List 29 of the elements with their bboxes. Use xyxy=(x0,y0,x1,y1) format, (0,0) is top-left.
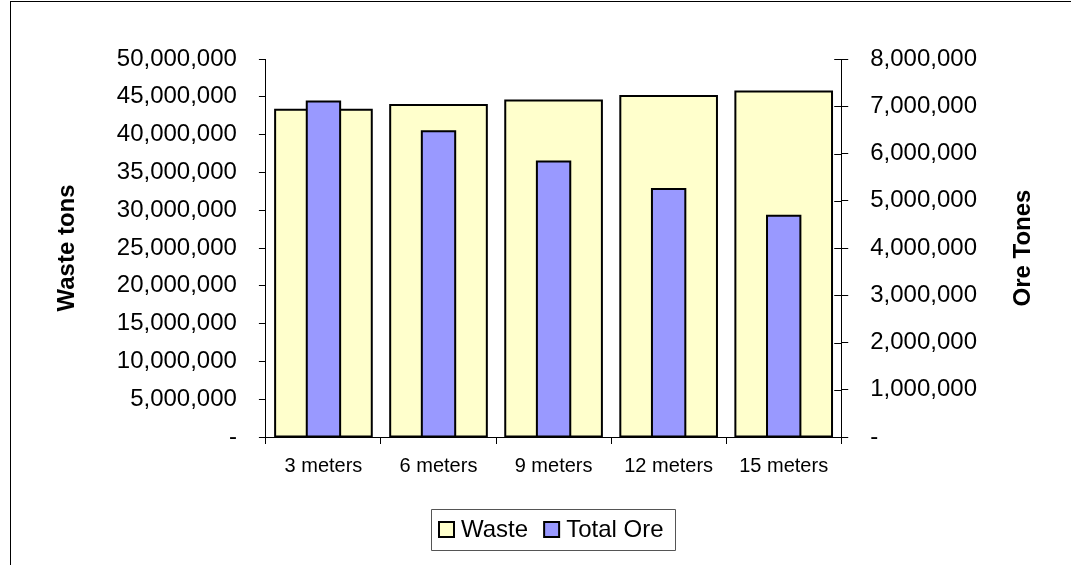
y2-tick-label: 6,000,000 xyxy=(870,138,978,166)
x-tick-label: 9 meters xyxy=(514,453,593,476)
y2-tick-label: 3,000,000 xyxy=(870,279,978,307)
y-tick-label: 30,000,000 xyxy=(116,194,237,222)
x-tick-label: 12 meters xyxy=(624,453,714,476)
y2-tick-label: 4,000,000 xyxy=(870,232,978,260)
x-tick-label: 3 meters xyxy=(284,453,363,476)
legend-label: Total Ore xyxy=(566,515,664,543)
y-tick-label: 50,000,000 xyxy=(116,43,237,71)
y-axis-title: Waste tons xyxy=(52,184,80,312)
y-tick-label: 10,000,000 xyxy=(116,346,237,374)
y-tick-label: 15,000,000 xyxy=(116,308,237,336)
y2-tick-label: - xyxy=(870,421,879,449)
legend-label: Waste xyxy=(461,515,529,543)
y-tick-label: - xyxy=(228,421,237,449)
y2-tick-label: 2,000,000 xyxy=(870,327,978,355)
x-tick-label: 15 meters xyxy=(739,453,829,476)
y2-tick-label: 5,000,000 xyxy=(870,185,978,213)
y2-tick-label: 8,000,000 xyxy=(870,43,978,71)
y-tick-label: 25,000,000 xyxy=(116,232,237,260)
y2-axis-title: Ore Tones xyxy=(1007,189,1035,307)
y-tick-label: 20,000,000 xyxy=(116,270,237,298)
y-tick-label: 35,000,000 xyxy=(116,157,237,185)
y-tick-label: 5,000,000 xyxy=(130,383,237,411)
x-tick-label: 6 meters xyxy=(399,453,478,476)
y2-tick-label: 7,000,000 xyxy=(870,90,978,118)
y-tick-label: 45,000,000 xyxy=(116,81,237,109)
y2-tick-label: 1,000,000 xyxy=(870,374,978,402)
y-tick-label: 40,000,000 xyxy=(116,119,237,147)
